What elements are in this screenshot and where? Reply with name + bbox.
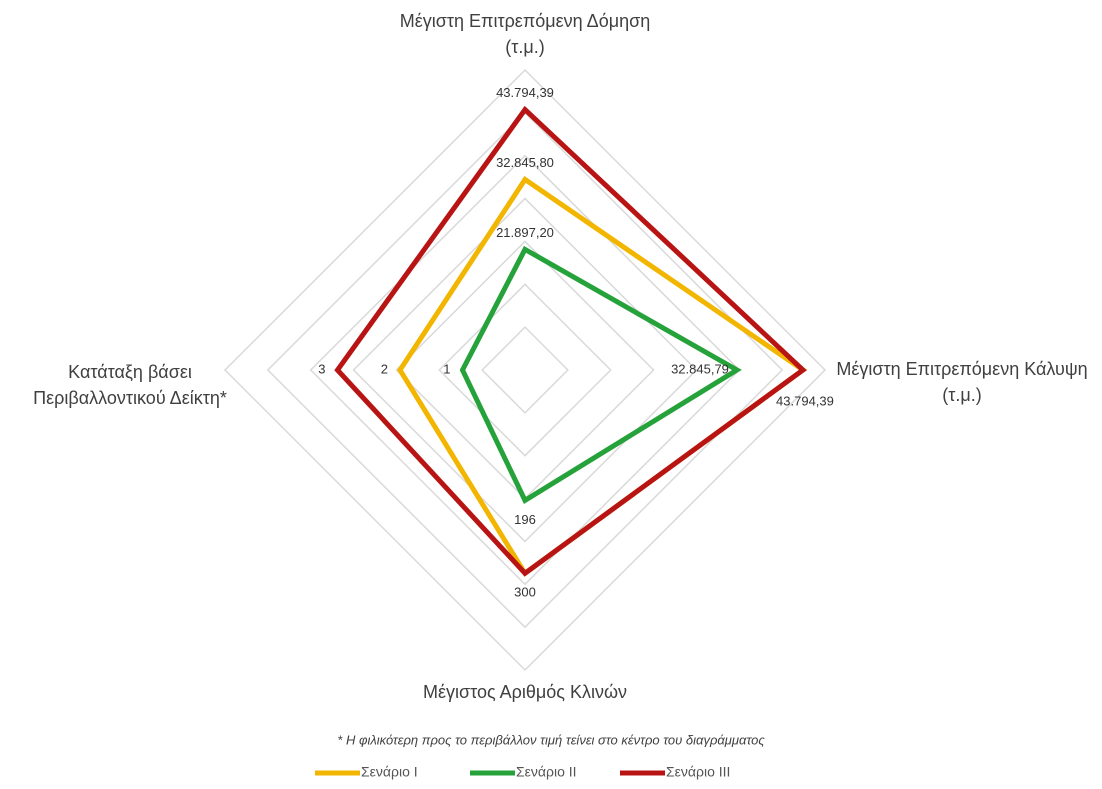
grid-ring	[481, 326, 569, 414]
data-label: 1	[443, 361, 450, 376]
axis-label: Κατάταξη βάσει	[68, 362, 192, 382]
axis-label: Μέγιστη Επιτρεπόμενη Κάλυψη	[836, 359, 1087, 379]
grid-ring	[309, 154, 741, 586]
data-label: 3	[318, 361, 325, 376]
data-label: 21.897,20	[496, 225, 554, 240]
data-label: 43.794,39	[496, 85, 554, 100]
data-label: 2	[381, 361, 388, 376]
grid-ring	[266, 111, 784, 629]
axis-label: Μέγιστη Επιτρεπόμενη Δόμηση	[400, 11, 650, 31]
data-label: 32.845,79	[671, 361, 729, 376]
data-label: 43.794,39	[776, 393, 834, 408]
footnote: * Η φιλικότερη προς το περιβάλλον τιμή τ…	[337, 732, 765, 747]
legend-text: Σενάριο ΙΙ	[516, 764, 577, 780]
axis-label: (τ.μ.)	[942, 385, 981, 405]
grid-ring	[223, 68, 827, 672]
series-line	[459, 245, 742, 504]
axis-label: Μέγιστος Αριθμός Κλινών	[423, 682, 627, 702]
legend-text: Σενάριο ΙΙΙ	[666, 764, 730, 780]
series-line	[397, 175, 808, 577]
axis-label: Περιβαλλοντικού Δείκτη*	[33, 388, 227, 408]
grid-ring	[395, 240, 655, 500]
data-label: 32.845,80	[496, 155, 554, 170]
axis-label: (τ.μ.)	[505, 37, 544, 57]
data-label: 300	[514, 585, 536, 600]
legend-text: Σενάριο Ι	[361, 764, 418, 780]
data-label: 196	[514, 512, 536, 527]
grid-ring	[438, 283, 612, 457]
series-line	[334, 105, 807, 577]
